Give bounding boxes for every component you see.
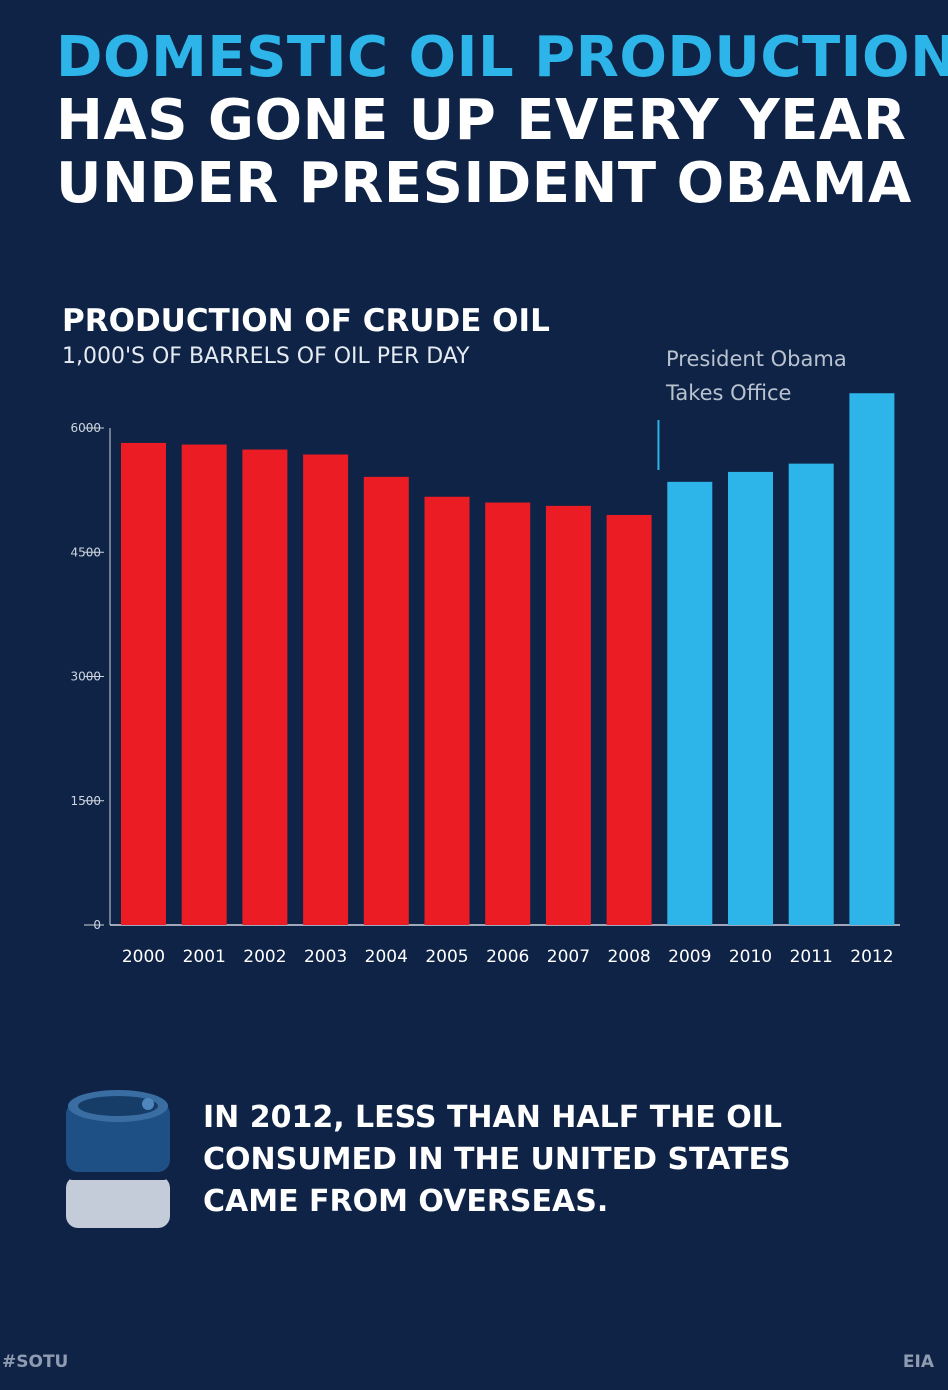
bar-chart: 6000 4500 3000 1500 0 2000 2001 2002 2003 2004 200… <box>70 393 900 967</box>
x-tick-label: 2007 <box>547 947 590 967</box>
x-tick-label: 2001 <box>183 947 226 967</box>
bar-2003 <box>303 454 349 925</box>
bar-2009 <box>667 481 713 925</box>
source-label: EIA <box>902 1352 934 1372</box>
bar-2012 <box>849 393 895 926</box>
bar-2006 <box>485 502 531 925</box>
footnote-line-3: CAME FROM OVERSEAS. <box>203 1184 609 1219</box>
bar-2010 <box>728 471 773 925</box>
hashtag: #SOTU <box>2 1352 69 1372</box>
chart-title: PRODUCTION OF CRUDE OIL <box>62 303 550 339</box>
headline-line-3: UNDER PRESIDENT OBAMA <box>56 151 912 216</box>
bar-2005 <box>424 496 470 925</box>
chart-subtitle: 1,000'S OF BARRELS OF OIL PER DAY <box>62 344 470 369</box>
bar-2007 <box>545 505 591 925</box>
headline: DOMESTIC OIL PRODUCTION HAS GONE UP EVER… <box>56 26 948 215</box>
x-tick-label: 2005 <box>425 947 468 967</box>
bar-2001 <box>181 444 227 925</box>
x-tick-label: 2009 <box>668 947 711 967</box>
headline-line-1: DOMESTIC OIL PRODUCTION <box>56 25 948 90</box>
x-tick-label: 2004 <box>365 947 408 967</box>
y-tick-label: 4500 <box>70 545 101 559</box>
x-tick-label: 2008 <box>607 947 650 967</box>
bar-2011 <box>788 463 834 925</box>
bar-2000 <box>121 442 166 925</box>
y-tick-label: 6000 <box>70 421 101 435</box>
footnote-line-1: IN 2012, LESS THAN HALF THE OIL <box>203 1100 782 1135</box>
obama-annotation: President Obama Takes Office <box>666 342 847 410</box>
x-tick-label: 2002 <box>243 947 286 967</box>
footnote: IN 2012, LESS THAN HALF THE OIL CONSUMED… <box>203 1097 791 1223</box>
bar-2002 <box>242 449 288 925</box>
x-tick-label: 2012 <box>850 947 893 967</box>
x-tick-label: 2006 <box>486 947 529 967</box>
footnote-line-2: CONSUMED IN THE UNITED STATES <box>203 1142 791 1177</box>
annotation-line-1: President Obama <box>666 347 847 371</box>
x-tick-label: 2011 <box>790 947 833 967</box>
annotation-line-2: Takes Office <box>666 381 792 405</box>
y-tick-label: 3000 <box>70 670 101 684</box>
x-tick-label: 2003 <box>304 947 347 967</box>
y-tick-label: 0 <box>93 918 101 932</box>
bar-2004 <box>363 476 409 925</box>
bar-2008 <box>606 514 652 925</box>
y-tick-label: 1500 <box>70 794 101 808</box>
oil-barrel-icon <box>64 1090 172 1228</box>
x-tick-label: 2000 <box>122 947 165 967</box>
x-tick-label: 2010 <box>729 947 772 967</box>
headline-line-2: HAS GONE UP EVERY YEAR <box>56 88 907 153</box>
